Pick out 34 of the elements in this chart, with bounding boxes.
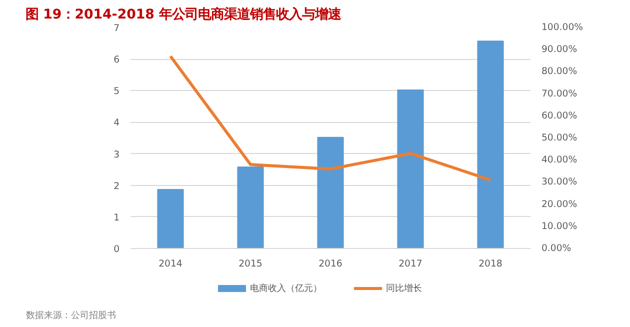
- y-tick-label: 6: [114, 54, 120, 66]
- y2-tick-label: 20.00%: [542, 198, 578, 210]
- bar: [317, 136, 344, 248]
- y2-tick-label: 40.00%: [542, 154, 578, 166]
- y2-tick-label: 90.00%: [542, 44, 578, 56]
- bar: [157, 188, 184, 248]
- y-tick-label: 4: [114, 118, 120, 129]
- bar: [477, 40, 504, 248]
- y-tick-label: 1: [114, 212, 120, 224]
- x-tick-label: 2018: [478, 258, 502, 270]
- bar: [237, 166, 264, 248]
- x-tick-label: 2015: [238, 258, 262, 270]
- x-tick-label: 2017: [398, 258, 422, 270]
- y2-tick-label: 70.00%: [542, 88, 578, 100]
- y2-tick-label: 80.00%: [542, 66, 578, 78]
- y-tick-label: 3: [114, 149, 120, 160]
- y2-tick-label: 0.00%: [542, 243, 572, 254]
- y2-tick-label: 10.00%: [542, 220, 578, 232]
- x-tick-label: 2014: [158, 258, 182, 270]
- y2-tick-label: 60.00%: [542, 110, 578, 122]
- x-tick-label: 2016: [318, 258, 342, 270]
- y-tick-label: 2: [114, 180, 120, 192]
- bar: [397, 90, 424, 248]
- legend-label: 电商收入（亿元）: [250, 284, 322, 294]
- y2-tick-label: 30.00%: [542, 176, 578, 188]
- y-tick-label: 0: [114, 244, 120, 255]
- y-tick-label: 5: [114, 86, 120, 98]
- legend-label: 同比增长: [386, 284, 422, 294]
- y2-tick-label: 50.00%: [542, 132, 578, 144]
- y2-tick-label: 100.00%: [542, 22, 584, 33]
- line-series: [169, 54, 492, 182]
- chart-title: 图 19：2014-2018 年公司电商渠道销售收入与增速: [26, 6, 342, 22]
- source-note: 数据来源：公司招股书: [26, 310, 116, 323]
- y-tick-label: 7: [114, 23, 120, 34]
